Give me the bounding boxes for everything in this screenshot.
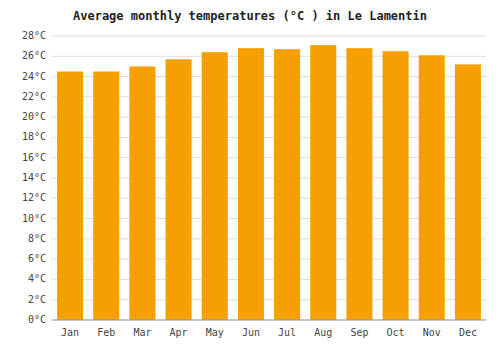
bar [93,72,119,321]
grid-line [52,320,486,321]
y-tick-label: 4°C [28,273,46,284]
x-tick-label: Oct [387,327,405,338]
chart-container: 0°C 2°C 4°C 6°C 8°C 10°C 12°C 14°C 16°C 18°C 20°C 2… [0,0,500,350]
chart-svg: 0°C 2°C 4°C 6°C 8°C 10°C 12°C 14°C 16°C 18°C 20°C 2… [0,0,500,350]
x-tick-label: Jan [61,327,79,338]
y-tick-label: 24°C [22,71,46,82]
y-tick-label: 8°C [28,233,46,244]
y-tick-label: 14°C [22,172,46,183]
x-ticks: Jan Feb Mar Apr May Jun Jul Aug Sep Oct Nov Dec [61,327,477,338]
x-tick-label: Dec [459,327,477,338]
bar [166,59,192,320]
x-tick-label: Sep [350,327,368,338]
grid [52,36,486,320]
y-tick-label: 0°C [28,314,46,325]
y-tick-label: 12°C [22,192,46,203]
bar [346,48,372,320]
x-tick-label: Jul [278,327,296,338]
x-tick-label: Nov [423,327,441,338]
y-ticks: 0°C 2°C 4°C 6°C 8°C 10°C 12°C 14°C 16°C 18°C 20°C 2… [22,30,46,325]
x-tick-label: Feb [97,327,115,338]
grid-line [52,36,486,37]
bar [274,49,300,320]
bar [310,45,336,320]
x-axis-line [52,320,486,321]
x-tick-label: May [206,327,224,338]
bar [202,52,228,320]
bars [57,45,481,320]
y-tick-label: 16°C [22,152,46,163]
title: Average monthly temperatures (°C ) in Le… [73,9,427,23]
bar [383,51,409,320]
y-tick-label: 6°C [28,253,46,264]
y-tick-label: 18°C [22,131,46,142]
bar [419,55,445,320]
y-tick-label: 10°C [22,213,46,224]
y-tick-label: 2°C [28,294,46,305]
x-tick-label: Apr [170,327,188,338]
y-tick-label: 20°C [22,111,46,122]
bar [455,64,481,320]
y-tick-label: 22°C [22,91,46,102]
y-tick-label: 28°C [22,30,46,41]
bar [129,66,155,320]
bar [238,48,264,320]
y-tick-label: 26°C [22,50,46,61]
bar [57,72,83,321]
x-tick-label: Mar [133,327,151,338]
x-tick-label: Aug [314,327,332,338]
x-tick-label: Jun [242,327,260,338]
